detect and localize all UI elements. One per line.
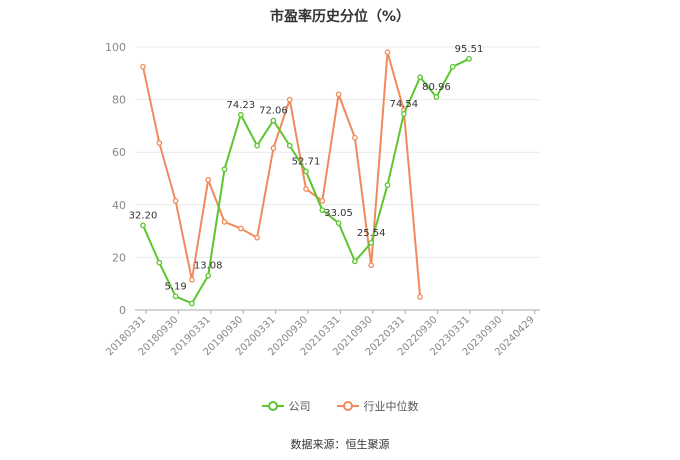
data-point-company — [466, 55, 472, 62]
data-label: 52.71 — [292, 156, 321, 167]
data-point-industry-median — [319, 198, 326, 204]
data-point-industry-median — [189, 276, 195, 283]
data-point-industry-median — [270, 145, 277, 152]
data-point-industry-median — [156, 140, 163, 146]
data-point-industry-median — [286, 96, 293, 103]
data-point-industry-median — [205, 176, 212, 183]
data-point-company — [449, 63, 456, 70]
legend-item-industry-median[interactable]: 行业中位数 — [336, 398, 419, 414]
data-point-company — [352, 258, 358, 265]
data-point-company — [335, 220, 342, 226]
data-point-company — [254, 142, 260, 149]
legend-swatch-company — [261, 401, 284, 411]
legend: 公司 行业中位数 — [0, 398, 680, 414]
data-label: 25.54 — [357, 228, 386, 239]
y-tick-label: 0 — [119, 304, 126, 317]
data-point-industry-median — [352, 134, 358, 141]
data-point-company — [189, 300, 195, 307]
y-tick-label: 20 — [112, 251, 126, 264]
data-point-industry-median — [384, 49, 391, 56]
data-point-industry-median — [221, 219, 228, 225]
y-tick-label: 100 — [105, 41, 126, 54]
data-point-industry-median — [254, 234, 260, 241]
legend-swatch-industry-median — [336, 401, 359, 411]
y-tick-label: 40 — [112, 199, 126, 212]
data-point-company — [221, 166, 228, 173]
data-point-industry-median — [368, 262, 375, 269]
legend-label-industry-median: 行业中位数 — [363, 400, 419, 413]
data-label: 74.54 — [389, 99, 418, 110]
data-point-company — [205, 272, 212, 279]
data-point-company — [319, 207, 326, 213]
data-source-note: 数据来源：恒生聚源 — [290, 438, 390, 451]
data-label: 33.05 — [324, 208, 353, 219]
data-point-company — [237, 111, 244, 118]
data-point-industry-median — [140, 63, 146, 70]
data-point-company — [286, 142, 293, 149]
data-point-industry-median — [335, 91, 342, 98]
legend-item-company[interactable]: 公司 — [261, 398, 311, 414]
legend-label-company: 公司 — [288, 400, 311, 413]
data-label: 95.51 — [455, 44, 484, 55]
data-point-company — [156, 259, 163, 266]
data-point-company — [400, 111, 407, 117]
data-point-company — [417, 74, 423, 81]
y-tick-label: 60 — [112, 146, 126, 159]
chart-title: 市盈率历史分位（%） — [269, 9, 411, 25]
data-point-company — [140, 222, 146, 229]
data-label: 72.06 — [259, 105, 288, 116]
data-label: 13.08 — [194, 261, 223, 272]
y-tick-label: 80 — [112, 94, 126, 107]
data-point-industry-median — [303, 186, 309, 192]
data-point-company — [270, 117, 277, 124]
data-point-company — [303, 168, 309, 175]
data-label: 74.23 — [226, 100, 255, 111]
data-point-industry-median — [237, 225, 244, 232]
data-label: 5.19 — [164, 281, 186, 292]
data-point-company — [368, 239, 375, 246]
series-line-company — [142, 57, 470, 305]
data-point-company — [433, 94, 440, 100]
data-point-company — [384, 182, 391, 188]
data-label: 32.20 — [129, 210, 158, 221]
data-point-company — [172, 293, 179, 300]
data-label: 80.96 — [422, 82, 451, 93]
series-line-industry-median — [142, 51, 422, 297]
data-point-industry-median — [417, 293, 423, 300]
data-point-industry-median — [172, 198, 179, 204]
